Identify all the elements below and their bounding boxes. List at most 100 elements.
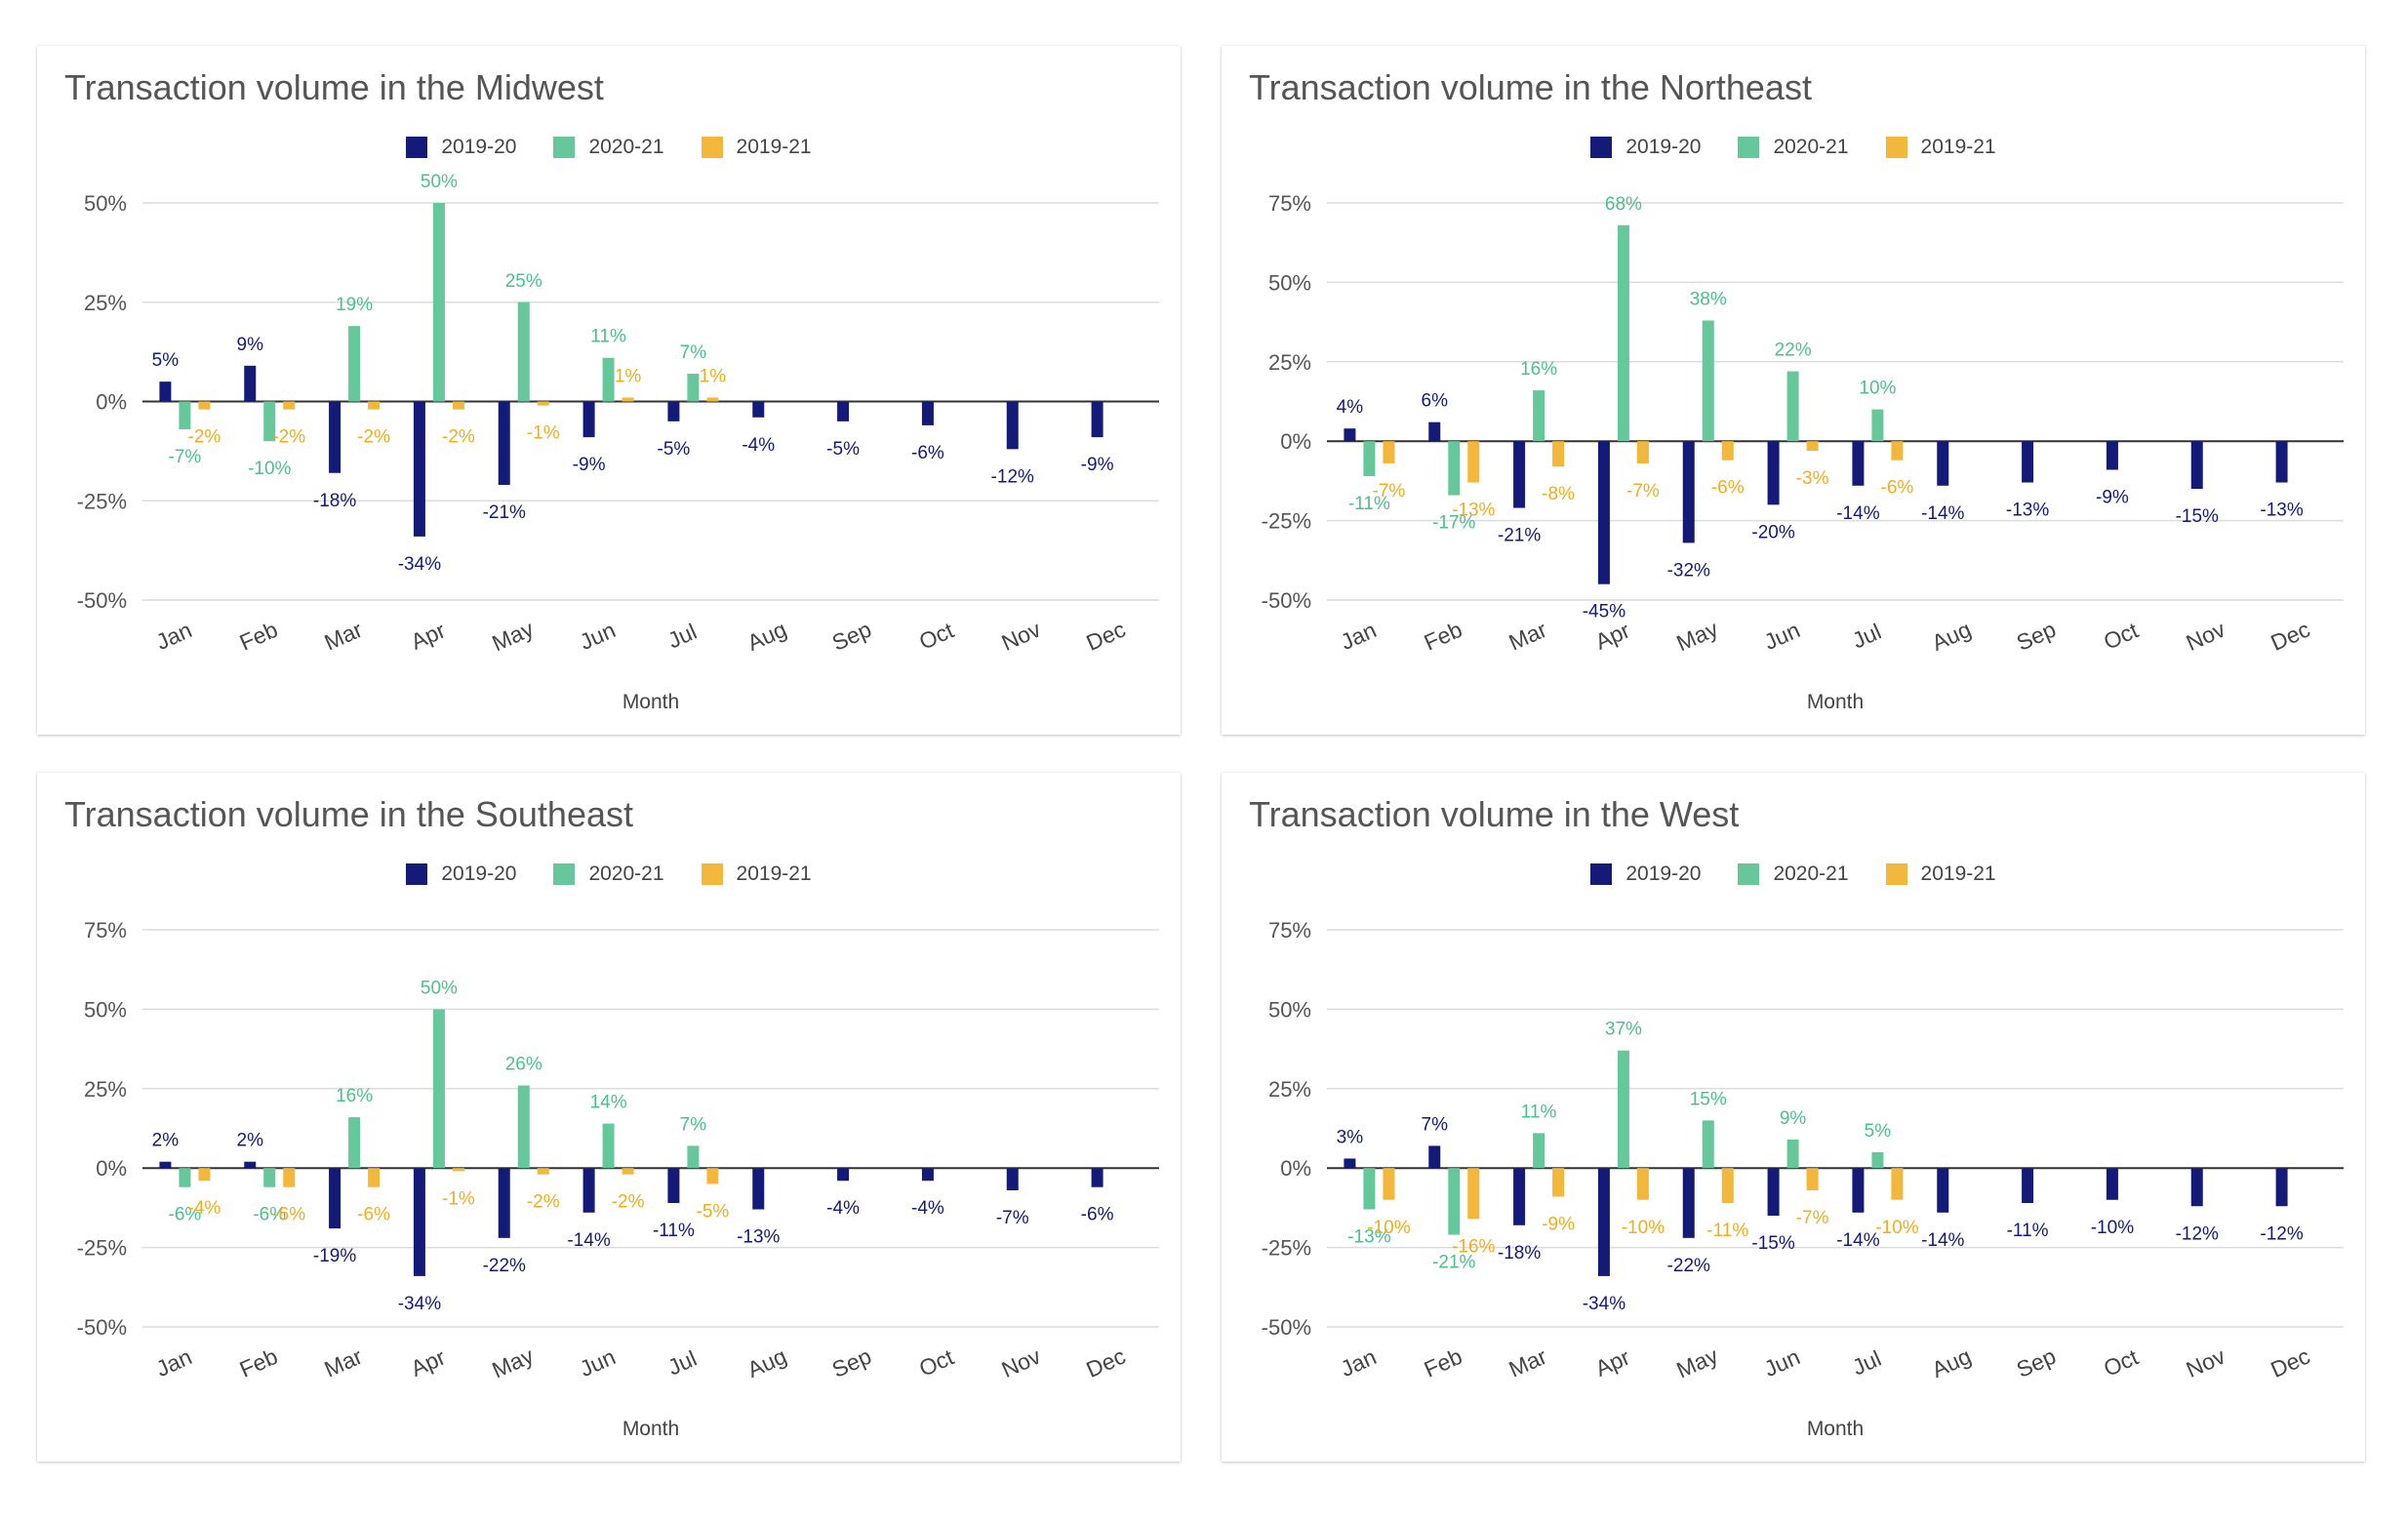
bar (602, 1123, 615, 1169)
bar (1448, 441, 1461, 496)
chart-legend: 2019-20 2020-21 2019-21 (37, 862, 1181, 886)
data-label: -14% (1836, 1230, 1879, 1251)
bar (2275, 441, 2288, 483)
bar (667, 401, 680, 421)
bar (1533, 390, 1545, 442)
bar (1702, 1120, 1714, 1169)
bar (1806, 441, 1819, 451)
data-label: 5% (152, 350, 180, 371)
bar (1786, 371, 1799, 442)
x-tick-label: Feb (1421, 617, 1466, 656)
data-label: -9% (2096, 488, 2129, 508)
data-label: -5% (697, 1201, 730, 1222)
bar (368, 401, 381, 410)
data-label: -2% (188, 427, 221, 448)
data-label: -21% (483, 502, 526, 523)
bar (602, 357, 615, 402)
legend-item-2019-21: 2019-21 (701, 136, 812, 159)
legend-item-2020-21: 2020-21 (553, 862, 664, 886)
data-label: -2% (527, 1192, 560, 1213)
bar (348, 326, 361, 402)
data-label: 1% (615, 366, 642, 386)
legend-label: 2019-20 (441, 862, 517, 885)
data-label: -9% (1542, 1215, 1575, 1235)
bar (1344, 428, 1356, 442)
y-tick-label: 25% (84, 291, 127, 315)
y-tick-label: 50% (84, 997, 127, 1022)
bar (368, 1168, 381, 1187)
bar (1767, 441, 1780, 505)
data-label: 1% (700, 366, 727, 386)
data-label: 68% (1605, 194, 1642, 215)
data-label: -2% (357, 427, 390, 448)
data-label: -15% (2176, 506, 2219, 527)
bar (1702, 320, 1714, 442)
bar (1428, 1145, 1441, 1169)
bar (263, 1168, 276, 1187)
bar (837, 1168, 850, 1182)
bar (1091, 401, 1104, 438)
bar (348, 1117, 361, 1169)
bar (1937, 441, 1949, 486)
y-tick-label: 75% (1268, 918, 1311, 942)
legend-swatch-icon (1738, 863, 1760, 885)
bar (159, 1161, 172, 1169)
data-label: -11% (2007, 1221, 2049, 1241)
bar (1786, 1139, 1799, 1169)
chart-title: Transaction volume in the Southeast (64, 794, 633, 834)
bar (1533, 1133, 1545, 1169)
data-label: 7% (680, 1114, 707, 1135)
x-tick-label: Jul (1848, 1345, 1884, 1381)
bar (1467, 1168, 1480, 1220)
x-tick-label: Jan (1337, 617, 1380, 655)
chart-legend: 2019-20 2020-21 2019-21 (37, 136, 1181, 159)
x-tick-label: Aug (1928, 1343, 1975, 1382)
bar (622, 1168, 634, 1175)
bar (2190, 441, 2203, 490)
x-tick-label: Sep (828, 1343, 875, 1382)
bar (198, 401, 211, 410)
data-label: 26% (505, 1055, 542, 1075)
bar (179, 401, 191, 429)
data-label: -10% (1367, 1218, 1410, 1238)
legend-swatch-icon (1590, 863, 1613, 885)
bar (582, 401, 595, 438)
y-tick-label: 75% (1268, 191, 1311, 216)
y-tick-label: -25% (1262, 1236, 1311, 1261)
bar (706, 1168, 719, 1184)
bar (622, 397, 634, 402)
y-tick-label: 0% (1280, 429, 1311, 454)
x-tick-label: Jun (576, 1344, 619, 1382)
bar (1597, 1168, 1610, 1276)
y-tick-label: 0% (1280, 1156, 1311, 1181)
data-label: -13% (2260, 501, 2303, 521)
data-label: -6% (1711, 478, 1745, 499)
legend-item-2019-20: 2019-20 (1590, 862, 1701, 886)
legend-item-2019-20: 2019-20 (406, 136, 516, 159)
bar (1513, 441, 1526, 508)
legend-swatch-icon (701, 137, 723, 158)
chart-title: Transaction volume in the Northeast (1249, 67, 1812, 107)
bar (1682, 441, 1695, 543)
x-tick-label: Mar (320, 1344, 366, 1383)
x-tick-label: Jun (1760, 617, 1803, 655)
data-label: -12% (2176, 1223, 2219, 1244)
bar (1617, 224, 1629, 442)
x-tick-label: Oct (915, 617, 958, 655)
bar (1383, 1168, 1395, 1200)
bar (159, 381, 172, 402)
bar-chart-plot: 50%25%0%-25%-50%Jan5%-7%-2%Feb9%-10%-2%M… (77, 172, 1159, 713)
x-tick-label: Oct (2100, 617, 2143, 655)
y-tick-label: 0% (96, 390, 127, 415)
data-label: -11% (1348, 494, 1390, 514)
bar (1891, 441, 1904, 461)
bar (498, 1168, 510, 1238)
y-tick-label: 25% (1268, 350, 1311, 375)
data-label: 6% (1422, 391, 1449, 412)
bar-chart-plot: 75%50%25%0%-25%-50%Jan3%-13%-10%Feb7%-21… (1262, 918, 2344, 1440)
data-label: 10% (1859, 379, 1896, 399)
chart-title: Transaction volume in the West (1249, 794, 1740, 834)
legend-label: 2020-21 (1773, 136, 1849, 158)
x-tick-label: Oct (915, 1344, 958, 1382)
data-label: -13% (737, 1227, 780, 1248)
